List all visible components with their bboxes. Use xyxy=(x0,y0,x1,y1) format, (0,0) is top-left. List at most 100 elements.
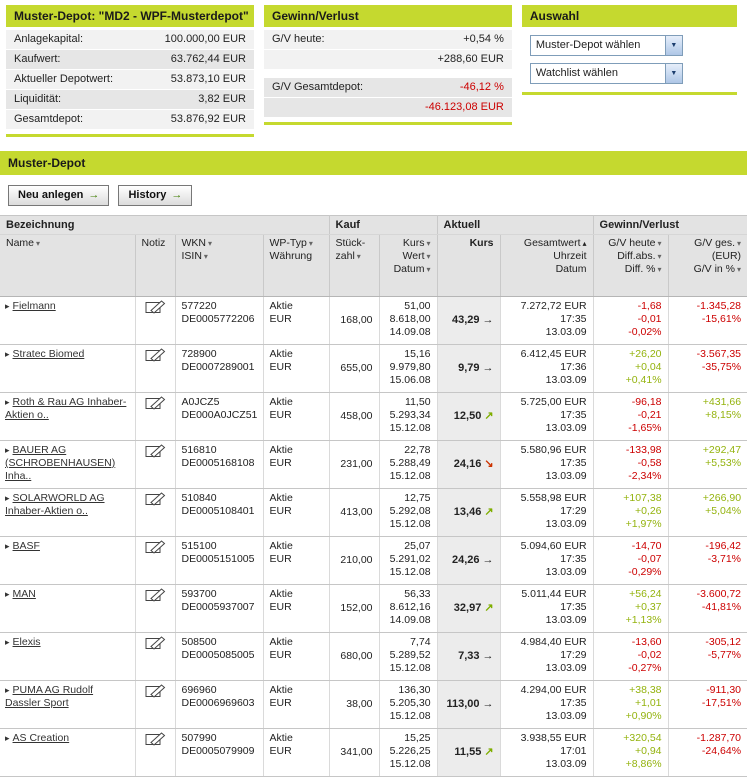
sort-desc-icon[interactable]: ▾ xyxy=(657,252,662,261)
sort-desc-icon[interactable]: ▾ xyxy=(426,265,431,274)
position-link[interactable]: PUMA AG Rudolf Dassler Sport xyxy=(5,684,94,709)
uhrzeit-value: 17:35 xyxy=(560,457,587,469)
position-link[interactable]: AS Creation xyxy=(12,732,70,744)
sort-desc-icon[interactable]: ▾ xyxy=(356,252,361,261)
gv-gesamt-label: G/V Gesamtdepot: xyxy=(272,81,364,93)
gesamtwert-value: 5.094,60 EUR xyxy=(520,540,587,552)
kauf-datum: 15.12.08 xyxy=(389,422,431,434)
datum-value: 13.03.09 xyxy=(545,422,587,434)
isin-value: DE0005079909 xyxy=(181,745,255,757)
col-wp-typ[interactable]: WP-Typ ▾ Währung xyxy=(262,234,330,297)
stueckzahl-cell: 210,00 xyxy=(328,536,380,585)
wp-typ-cell: Aktie EUR xyxy=(262,680,330,729)
position-link[interactable]: Elexis xyxy=(12,636,41,648)
kauf-wert: 8.612,16 xyxy=(389,601,431,613)
note-edit-icon[interactable] xyxy=(145,492,166,510)
kauf-wert: 5.288,49 xyxy=(389,457,431,469)
stueckzahl-cell: 458,00 xyxy=(328,392,380,441)
sort-desc-icon[interactable]: ▾ xyxy=(657,265,662,274)
position-link[interactable]: BAUER AG (SCHROBENHAUSEN) Inha.. xyxy=(5,444,116,482)
sort-desc-icon[interactable]: ▾ xyxy=(208,239,213,248)
table-row: ▸ Elexis 508500 DE0005085005 Aktie EUR 68… xyxy=(0,632,747,681)
gv-heute-amount-row: +288,60 EUR xyxy=(264,50,512,70)
col-gesamtwert[interactable]: Gesamtwert ▴ Uhrzeit Datum xyxy=(499,234,594,297)
sort-desc-icon[interactable]: ▾ xyxy=(737,239,742,248)
kurs-value: 11,55 xyxy=(454,746,482,758)
note-edit-icon[interactable] xyxy=(145,636,166,654)
note-edit-icon[interactable] xyxy=(145,348,166,366)
note-edit-icon[interactable] xyxy=(145,732,166,750)
note-edit-icon[interactable] xyxy=(145,684,166,702)
kauf-cell: 136,30 5.205,30 15.12.08 xyxy=(378,680,438,729)
sort-desc-icon[interactable]: ▾ xyxy=(737,265,742,274)
note-edit-icon[interactable] xyxy=(145,588,166,606)
group-gewinn-verlust: Gewinn/Verlust xyxy=(592,215,747,235)
kurs-value: 43,29 xyxy=(452,314,480,326)
gv-gesamt-amount-row: -46.123,08 EUR xyxy=(264,98,512,118)
gv-gesamt-cell: -196,42 -3,71% xyxy=(667,536,747,585)
sort-desc-icon[interactable]: ▾ xyxy=(308,239,313,248)
gv-heute-diff: -0,01 xyxy=(637,313,662,325)
gv-gesamt-eur: -911,30 xyxy=(706,684,742,696)
table-row: ▸ SOLARWORLD AG Inhaber-Aktien o.. 510840… xyxy=(0,488,747,537)
col-gv-heute[interactable]: G/V heute ▾ Diff.abs. ▾ Diff. % ▾ xyxy=(592,234,669,297)
gesamtwert-value: 4.294,00 EUR xyxy=(520,684,587,696)
name-cell: ▸ Elexis xyxy=(0,632,135,681)
depot-select-combo[interactable]: Muster-Depot wählen ▼ xyxy=(529,35,683,56)
sort-desc-icon[interactable]: ▾ xyxy=(203,252,208,261)
position-link[interactable]: BASF xyxy=(12,540,40,552)
position-link[interactable]: Fielmann xyxy=(12,300,56,312)
position-link[interactable]: Stratec Biomed xyxy=(12,348,85,360)
col-stueckzahl[interactable]: Stück- zahl ▾ xyxy=(328,234,380,297)
table-group-header: Bezeichnung Kauf Aktuell Gewinn/Verlust xyxy=(0,215,747,235)
position-link[interactable]: SOLARWORLD AG Inhaber-Aktien o.. xyxy=(5,492,105,517)
position-link[interactable]: Roth & Rau AG Inhaber-Aktien o.. xyxy=(5,396,127,421)
sort-desc-icon[interactable]: ▾ xyxy=(36,239,41,248)
col-kauf-kurs-wert-datum[interactable]: Kurs ▾ Wert ▾ Datum ▾ xyxy=(378,234,438,297)
wkn-value: 515100 xyxy=(181,540,217,552)
wp-typ-value: Aktie xyxy=(269,444,293,456)
gv-heute-abs: +107,38 xyxy=(623,492,662,504)
position-link[interactable]: MAN xyxy=(12,588,36,600)
waehrung-value: EUR xyxy=(269,313,292,325)
kauf-kurs: 56,33 xyxy=(404,588,431,600)
kauf-datum: 14.09.08 xyxy=(389,326,431,338)
gv-heute-abs: +320,54 xyxy=(623,732,662,744)
kauf-kurs: 15,16 xyxy=(404,348,431,360)
depot-summary-rows: Anlagekapital: 100.000,00 EUR Kaufwert: … xyxy=(6,27,254,134)
wkn-value: 728900 xyxy=(181,348,217,360)
sort-asc-icon[interactable]: ▴ xyxy=(582,239,587,248)
gv-heute-pct: +0,41% xyxy=(625,374,662,386)
sort-desc-icon[interactable]: ▾ xyxy=(657,239,662,248)
history-button[interactable]: History → xyxy=(118,185,193,206)
wp-typ-value: Aktie xyxy=(269,588,293,600)
wkn-isin-cell: 577220 DE0005772206 xyxy=(174,296,263,345)
note-edit-icon[interactable] xyxy=(145,444,166,462)
neu-anlegen-button[interactable]: Neu anlegen → xyxy=(8,185,110,206)
kurs-value: 7,33 xyxy=(458,650,480,662)
stueckzahl-cell: 341,00 xyxy=(328,728,380,777)
chevron-down-icon[interactable]: ▼ xyxy=(664,64,682,83)
gv-heute-cell: -13,60 -0,02 -0,27% xyxy=(592,632,669,681)
sort-desc-icon[interactable]: ▾ xyxy=(426,252,431,261)
gv-heute-abs: +56,24 xyxy=(629,588,662,600)
kauf-kurs: 22,78 xyxy=(404,444,431,456)
table-row: ▸ MAN 593700 DE0005937007 Aktie EUR 152,0… xyxy=(0,584,747,633)
kauf-wert: 8.618,00 xyxy=(389,313,431,325)
col-aktuell-kurs[interactable]: Kurs xyxy=(436,234,501,297)
sort-desc-icon[interactable]: ▾ xyxy=(426,239,431,248)
kurs-value: 113,00 xyxy=(446,698,480,710)
chevron-down-icon[interactable]: ▼ xyxy=(664,36,682,55)
col-name[interactable]: Name ▾ xyxy=(0,234,135,297)
col-gv-gesamt[interactable]: G/V ges. ▾ (EUR) G/V in % ▾ xyxy=(667,234,747,297)
waehrung-value: EUR xyxy=(269,409,292,421)
note-edit-icon[interactable] xyxy=(145,540,166,558)
watchlist-select-combo[interactable]: Watchlist wählen ▼ xyxy=(529,63,683,84)
note-edit-icon[interactable] xyxy=(145,300,166,318)
section-title: Muster-Depot xyxy=(0,151,747,175)
row-marker-icon: ▸ xyxy=(5,445,10,455)
note-edit-icon[interactable] xyxy=(145,396,166,414)
row-marker-icon: ▸ xyxy=(5,493,10,503)
col-wkn-isin[interactable]: WKN ▾ ISIN ▾ xyxy=(174,234,263,297)
gv-heute-cell: +320,54 +0,94 +8,86% xyxy=(592,728,669,777)
